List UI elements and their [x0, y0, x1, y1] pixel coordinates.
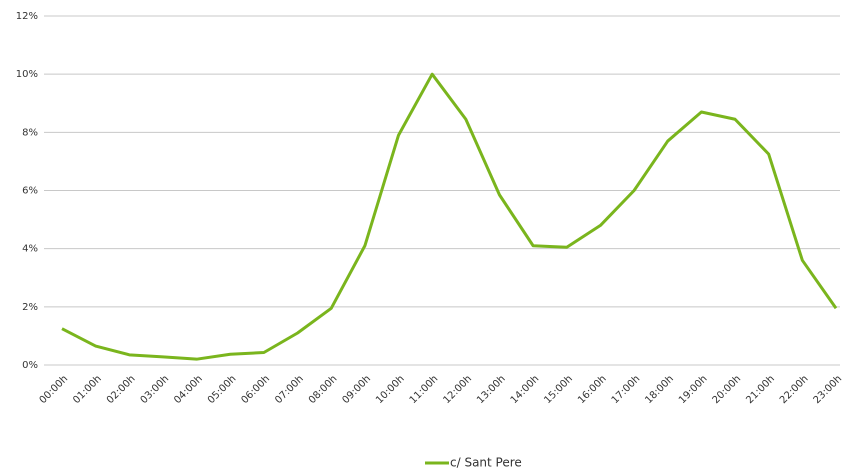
- x-tick-label: 23:00h: [812, 373, 842, 406]
- x-tick-label: 00:00h: [38, 373, 71, 406]
- x-tick-label: 04:00h: [172, 373, 205, 406]
- x-tick-label: 07:00h: [273, 373, 306, 406]
- x-tick-label: 13:00h: [475, 373, 508, 406]
- y-tick-label: 2%: [22, 302, 38, 313]
- y-tick-label: 6%: [22, 186, 38, 197]
- y-tick-label: 8%: [22, 127, 38, 138]
- x-tick-label: 18:00h: [643, 373, 676, 406]
- x-tick-label: 15:00h: [542, 373, 575, 406]
- x-tick-label: 21:00h: [744, 373, 777, 406]
- x-tick-label: 01:00h: [71, 373, 104, 406]
- x-tick-label: 02:00h: [105, 373, 138, 406]
- x-tick-label: 08:00h: [307, 373, 340, 406]
- y-tick-label: 12%: [16, 11, 38, 22]
- legend-text: c/ Sant Pere: [450, 456, 522, 470]
- x-tick-label: 10:00h: [374, 373, 407, 406]
- x-tick-label: 12:00h: [441, 373, 474, 406]
- x-tick-label: 11:00h: [408, 373, 441, 406]
- data-line: [61, 72, 838, 361]
- x-tick-label: 16:00h: [576, 373, 609, 406]
- y-tick-label: 0%: [22, 360, 38, 371]
- x-tick-label: 17:00h: [610, 373, 643, 406]
- x-tick-label: 22:00h: [778, 373, 811, 406]
- x-tick-label: 09:00h: [340, 373, 373, 406]
- x-tick-label: 05:00h: [206, 373, 239, 406]
- y-tick-label: 10%: [16, 69, 38, 80]
- x-tick-label: 03:00h: [139, 373, 172, 406]
- y-tick-label: 4%: [22, 244, 38, 255]
- x-tick-label: 19:00h: [677, 373, 710, 406]
- x-tick-label: 20:00h: [711, 373, 744, 406]
- x-tick-label: 06:00h: [240, 373, 273, 406]
- x-tick-label: 14:00h: [509, 373, 542, 406]
